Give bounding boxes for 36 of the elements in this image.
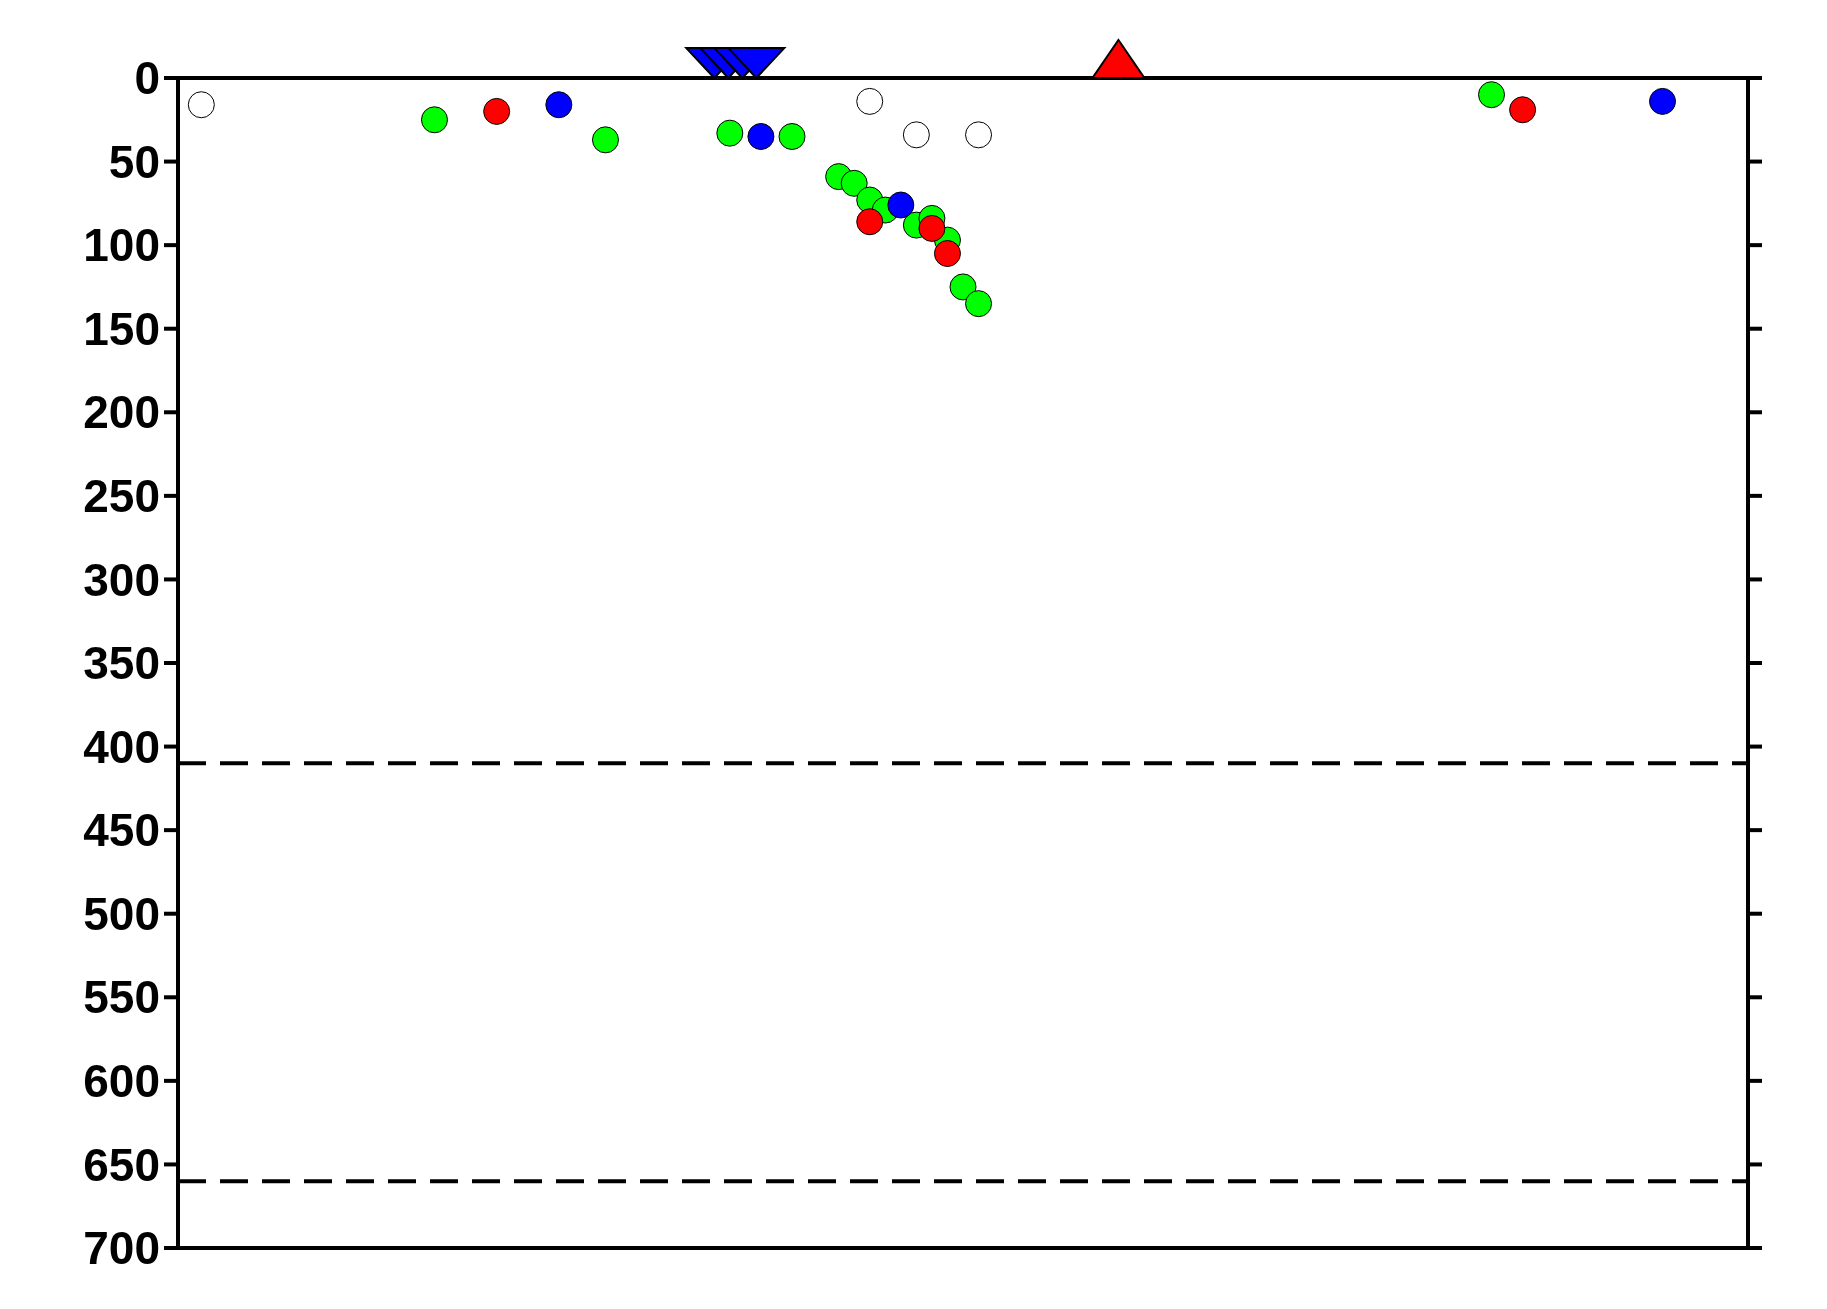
point — [187, 91, 215, 119]
y-tick-label: 150 — [83, 302, 160, 355]
point — [918, 214, 946, 242]
y-tick-label: 350 — [83, 637, 160, 690]
y-tick-label: 0 — [134, 52, 160, 105]
y-tick-label: 450 — [83, 804, 160, 857]
point — [856, 208, 884, 236]
y-tick-label: 100 — [83, 219, 160, 272]
point — [965, 290, 993, 318]
point — [856, 87, 884, 115]
point — [778, 123, 806, 150]
point — [747, 123, 775, 150]
point — [902, 121, 930, 149]
point — [1649, 87, 1677, 115]
point — [545, 91, 573, 119]
point — [420, 106, 448, 134]
point — [1478, 81, 1506, 109]
point — [716, 119, 744, 147]
y-tick-label: 200 — [83, 386, 160, 439]
point — [933, 240, 961, 267]
y-tick-label: 400 — [83, 720, 160, 773]
point — [840, 169, 868, 197]
point — [887, 191, 915, 219]
y-tick-label: 600 — [83, 1054, 160, 1107]
point — [965, 121, 993, 149]
y-tick-label: 250 — [83, 469, 160, 522]
point — [483, 97, 511, 125]
y-tick-label: 650 — [83, 1138, 160, 1191]
point — [949, 273, 977, 301]
y-tick-label: 550 — [83, 971, 160, 1024]
y-tick-label: 500 — [83, 887, 160, 940]
y-tick-label: 700 — [83, 1222, 160, 1275]
y-tick-label: 50 — [108, 135, 160, 188]
point — [1509, 96, 1537, 124]
y-tick-label: 300 — [83, 553, 160, 606]
point — [591, 126, 619, 154]
